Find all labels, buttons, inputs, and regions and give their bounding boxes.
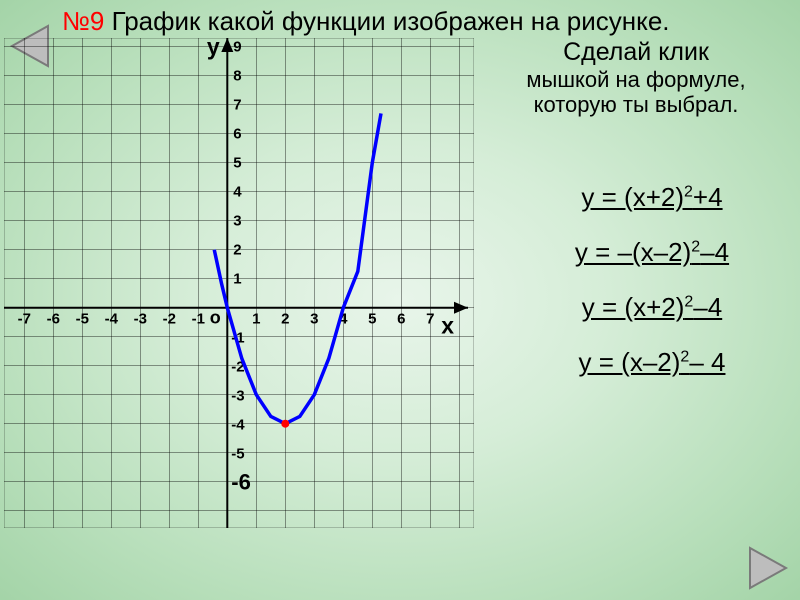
svg-text:-6: -6 — [47, 311, 60, 328]
svg-text:2: 2 — [281, 311, 289, 328]
origin-label: о — [210, 308, 221, 328]
instructions: Сделай клик мышкой на формуле, которую т… — [492, 38, 780, 117]
svg-text:5: 5 — [368, 311, 376, 328]
chart-tick-labels: -7-6-5-4-3-2-11234567123456789-1-2-3-4-5 — [18, 39, 435, 463]
x-axis-label: х — [441, 313, 454, 339]
svg-text:2: 2 — [233, 242, 241, 259]
question-text: График какой функции изображен на рисунк… — [104, 6, 669, 36]
y-axis-arrow-icon — [221, 38, 233, 52]
svg-text:7: 7 — [233, 97, 241, 114]
nav-forward-button[interactable] — [746, 546, 790, 590]
question-title: №9 График какой функции изображен на рис… — [62, 6, 670, 37]
svg-text:-3: -3 — [231, 388, 244, 405]
svg-text:7: 7 — [426, 311, 434, 328]
svg-text:-4: -4 — [105, 311, 119, 328]
question-number: №9 — [62, 6, 104, 36]
option-3[interactable]: y = (x+2)2–4 — [522, 292, 782, 323]
triangle-right-icon — [746, 546, 790, 590]
svg-text:-5: -5 — [231, 446, 244, 463]
x-axis-arrow-icon — [454, 302, 468, 314]
answer-options: y = (x+2)2+4 y = –(x–2)2–4 y = (x+2)2–4 … — [522, 158, 782, 402]
svg-text:9: 9 — [233, 39, 241, 56]
svg-text:-2: -2 — [163, 311, 176, 328]
function-chart: -7-6-5-4-3-2-11234567123456789-1-2-3-4-5… — [4, 38, 474, 528]
svg-text:-3: -3 — [134, 311, 147, 328]
option-1[interactable]: y = (x+2)2+4 — [522, 182, 782, 213]
svg-text:6: 6 — [233, 126, 241, 143]
svg-text:1: 1 — [233, 271, 241, 288]
y-axis-label: у — [207, 38, 220, 60]
svg-text:3: 3 — [310, 311, 318, 328]
svg-text:3: 3 — [233, 213, 241, 230]
svg-text:-4: -4 — [231, 417, 245, 434]
vertex-point — [281, 420, 289, 428]
instructions-line3: которую ты выбрал. — [492, 92, 780, 117]
option-4[interactable]: y = (x–2)2– 4 — [522, 347, 782, 378]
svg-text:-1: -1 — [192, 311, 205, 328]
svg-text:8: 8 — [233, 68, 241, 85]
instructions-line1: Сделай клик — [492, 38, 780, 67]
svg-text:-7: -7 — [18, 311, 31, 328]
option-2[interactable]: y = –(x–2)2–4 — [522, 237, 782, 268]
svg-text:-5: -5 — [76, 311, 89, 328]
svg-text:1: 1 — [252, 311, 260, 328]
svg-text:5: 5 — [233, 155, 241, 172]
svg-text:4: 4 — [233, 184, 242, 201]
instructions-line2: мышкой на формуле, — [492, 67, 780, 92]
neg6-label: -6 — [231, 470, 251, 495]
svg-text:6: 6 — [397, 311, 405, 328]
slide-content: №9 График какой функции изображен на рис… — [0, 0, 800, 600]
